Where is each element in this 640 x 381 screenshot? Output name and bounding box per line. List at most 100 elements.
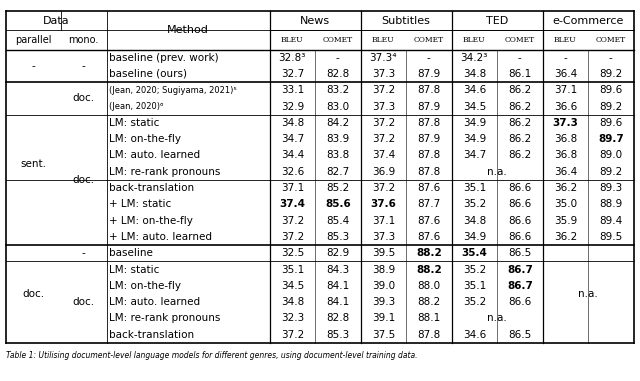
Text: 89.2: 89.2 <box>599 167 623 177</box>
Text: LM: re-rank pronouns: LM: re-rank pronouns <box>109 167 220 177</box>
Text: LM: auto. learned: LM: auto. learned <box>109 297 200 307</box>
Text: LM: on-the-fly: LM: on-the-fly <box>109 281 181 291</box>
Text: 36.9: 36.9 <box>372 167 395 177</box>
Text: 37.3: 37.3 <box>552 118 579 128</box>
Text: 37.2: 37.2 <box>372 85 395 95</box>
Text: 82.8: 82.8 <box>326 69 349 79</box>
Text: 37.6: 37.6 <box>371 199 396 210</box>
Text: 87.9: 87.9 <box>417 102 440 112</box>
Text: 84.1: 84.1 <box>326 297 349 307</box>
Text: 86.6: 86.6 <box>508 232 531 242</box>
Text: 37.2: 37.2 <box>281 232 304 242</box>
Text: 37.2: 37.2 <box>281 216 304 226</box>
Text: 37.3: 37.3 <box>372 69 395 79</box>
Text: back-translation: back-translation <box>109 330 194 340</box>
Text: COMET: COMET <box>413 36 444 44</box>
Text: 39.1: 39.1 <box>372 314 395 323</box>
Text: 86.7: 86.7 <box>507 264 532 275</box>
Text: 85.6: 85.6 <box>325 199 351 210</box>
Text: 35.4: 35.4 <box>461 248 487 258</box>
Text: 35.1: 35.1 <box>281 264 304 275</box>
Text: 37.1: 37.1 <box>554 85 577 95</box>
Text: 86.5: 86.5 <box>508 248 531 258</box>
Text: 82.9: 82.9 <box>326 248 349 258</box>
Text: LM: auto. learned: LM: auto. learned <box>109 150 200 160</box>
Text: 37.3⁴: 37.3⁴ <box>369 53 397 63</box>
Text: 87.6: 87.6 <box>417 232 440 242</box>
Text: 34.5: 34.5 <box>463 102 486 112</box>
Text: 32.3: 32.3 <box>281 314 304 323</box>
Text: 35.0: 35.0 <box>554 199 577 210</box>
Text: 37.1: 37.1 <box>281 183 304 193</box>
Text: BLEU: BLEU <box>463 36 486 44</box>
Text: 87.8: 87.8 <box>417 118 440 128</box>
Text: 88.2: 88.2 <box>416 264 442 275</box>
Text: 37.2: 37.2 <box>372 183 395 193</box>
Text: 35.2: 35.2 <box>463 297 486 307</box>
Text: 34.7: 34.7 <box>281 134 304 144</box>
Text: 87.9: 87.9 <box>417 69 440 79</box>
Text: 86.5: 86.5 <box>508 330 531 340</box>
Text: 36.2: 36.2 <box>554 183 577 193</box>
Text: 85.4: 85.4 <box>326 216 349 226</box>
Text: 32.7: 32.7 <box>281 69 304 79</box>
Text: 86.2: 86.2 <box>508 102 531 112</box>
Text: 33.1: 33.1 <box>281 85 304 95</box>
Text: Data: Data <box>43 16 70 26</box>
Text: 87.8: 87.8 <box>417 85 440 95</box>
Text: 36.8: 36.8 <box>554 150 577 160</box>
Text: doc.: doc. <box>73 297 95 307</box>
Text: 36.2: 36.2 <box>554 232 577 242</box>
Text: n.a.: n.a. <box>487 314 507 323</box>
Text: 88.9: 88.9 <box>599 199 623 210</box>
Text: 37.3: 37.3 <box>372 102 395 112</box>
Text: 32.8³: 32.8³ <box>278 53 306 63</box>
Text: (Jean, 2020; Sugiyama, 2021)⁵: (Jean, 2020; Sugiyama, 2021)⁵ <box>109 86 237 95</box>
Text: -: - <box>336 53 340 63</box>
Text: 37.4: 37.4 <box>279 199 305 210</box>
Text: 36.8: 36.8 <box>554 134 577 144</box>
Text: -: - <box>518 53 522 63</box>
Text: 36.4: 36.4 <box>554 69 577 79</box>
Text: baseline: baseline <box>109 248 153 258</box>
Text: 35.2: 35.2 <box>463 199 486 210</box>
Text: 37.2: 37.2 <box>281 330 304 340</box>
Text: LM: re-rank pronouns: LM: re-rank pronouns <box>109 314 220 323</box>
Text: n.a.: n.a. <box>578 289 598 299</box>
Text: 89.3: 89.3 <box>599 183 623 193</box>
Text: BLEU: BLEU <box>554 36 577 44</box>
Text: doc.: doc. <box>73 175 95 185</box>
Text: News: News <box>300 16 330 26</box>
Text: -: - <box>609 53 612 63</box>
Text: baseline (prev. work): baseline (prev. work) <box>109 53 219 63</box>
Text: + LM: static: + LM: static <box>109 199 172 210</box>
Text: (Jean, 2020)⁶: (Jean, 2020)⁶ <box>109 102 163 111</box>
Text: 34.6: 34.6 <box>463 330 486 340</box>
Text: 34.8: 34.8 <box>281 118 304 128</box>
Text: 34.9: 34.9 <box>463 118 486 128</box>
Text: 35.9: 35.9 <box>554 216 577 226</box>
Text: 85.3: 85.3 <box>326 330 349 340</box>
Text: 34.2³: 34.2³ <box>461 53 488 63</box>
Text: 36.6: 36.6 <box>554 102 577 112</box>
Text: 38.9: 38.9 <box>372 264 395 275</box>
Text: 84.2: 84.2 <box>326 118 349 128</box>
Text: 88.2: 88.2 <box>416 248 442 258</box>
Text: 32.9: 32.9 <box>281 102 304 112</box>
Text: 37.2: 37.2 <box>372 134 395 144</box>
Text: 34.8: 34.8 <box>281 297 304 307</box>
Text: 84.3: 84.3 <box>326 264 349 275</box>
Text: 87.6: 87.6 <box>417 216 440 226</box>
Text: 88.2: 88.2 <box>417 297 440 307</box>
Text: 86.6: 86.6 <box>508 183 531 193</box>
Text: 86.6: 86.6 <box>508 216 531 226</box>
Text: 87.8: 87.8 <box>417 150 440 160</box>
Text: sent.: sent. <box>20 158 47 169</box>
Text: 34.4: 34.4 <box>281 150 304 160</box>
Text: 86.2: 86.2 <box>508 150 531 160</box>
Text: LM: on-the-fly: LM: on-the-fly <box>109 134 181 144</box>
Text: mono.: mono. <box>68 35 99 45</box>
Text: 88.1: 88.1 <box>417 314 440 323</box>
Text: 82.8: 82.8 <box>326 314 349 323</box>
Text: 86.2: 86.2 <box>508 134 531 144</box>
